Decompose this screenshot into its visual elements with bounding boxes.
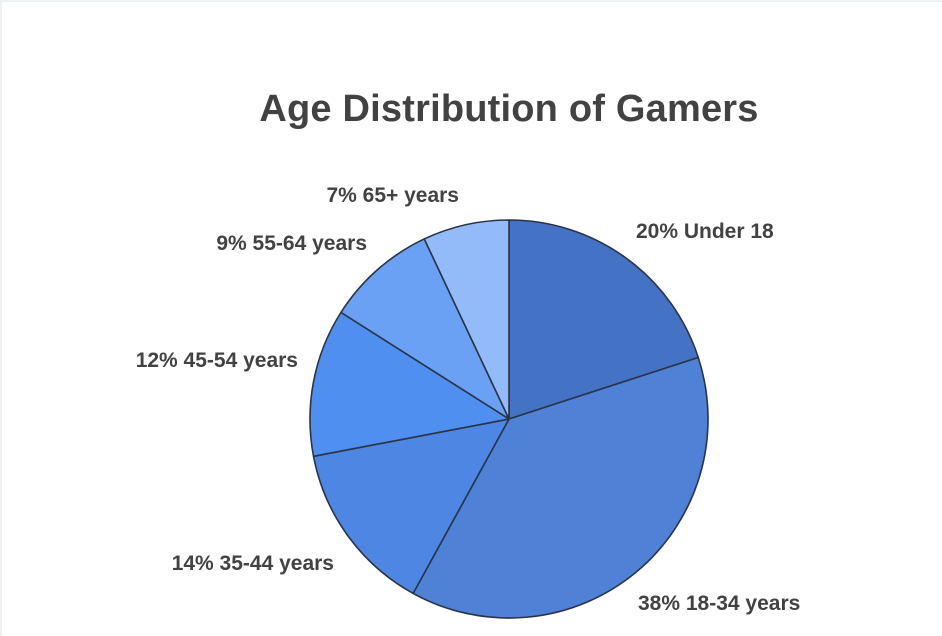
slice-label-18-34-years: 38% 18-34 years — [638, 592, 800, 615]
slice-label-65-years: 7% 65+ years — [326, 184, 459, 207]
pie-slice-under-18 — [508, 219, 700, 420]
pie-slice-35-44-years — [312, 418, 510, 595]
chart-title: Age Distribution of Gamers — [259, 88, 759, 130]
pie-slice-18-34-years — [412, 356, 709, 619]
slice-label-55-64-years: 9% 55-64 years — [216, 232, 367, 255]
pie-slice-55-64-years — [340, 238, 510, 420]
pie-slice-65-years — [423, 219, 510, 420]
slice-label-45-54-years: 12% 45-54 years — [136, 349, 298, 372]
slice-label-under-18: 20% Under 18 — [636, 220, 774, 243]
pie-slice-45-54-years — [309, 311, 510, 458]
pie-labels: 20% Under 18 38% 18-34 years 14% 35-44 yea… — [136, 184, 801, 615]
pie-slices — [309, 219, 709, 619]
slice-label-35-44-years: 14% 35-44 years — [172, 552, 334, 575]
